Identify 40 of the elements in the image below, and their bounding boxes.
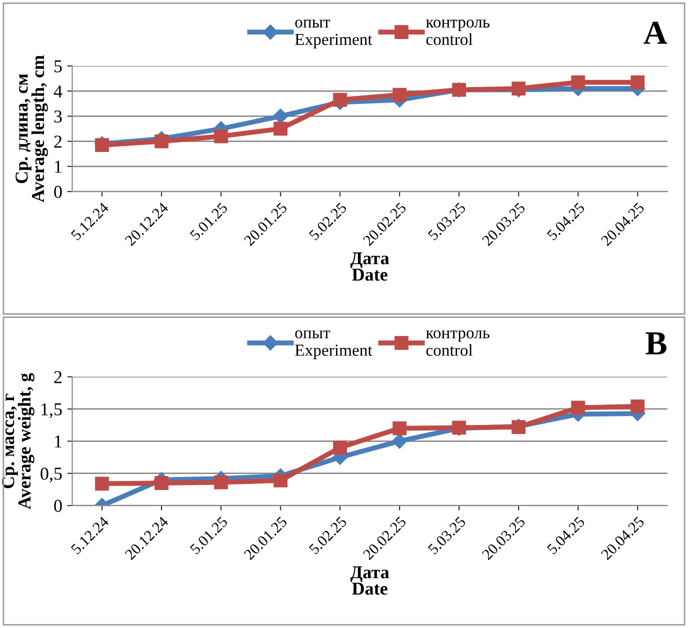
chart-title: A	[644, 22, 668, 44]
point	[214, 475, 228, 490]
point	[272, 108, 288, 124]
point	[95, 138, 109, 152]
y-tick-label: 1	[55, 436, 62, 448]
legend-label: контроль control	[426, 330, 490, 356]
point	[630, 75, 645, 90]
point	[154, 134, 168, 148]
y-tick-label: 2	[54, 136, 62, 148]
y-tick-label: 4	[54, 85, 62, 98]
y-tick-label: 0,5	[40, 468, 62, 482]
chart-title: B	[646, 332, 666, 354]
point	[392, 421, 406, 436]
point	[154, 476, 168, 490]
point	[630, 399, 645, 414]
legend-label: опыт Experiment	[295, 20, 372, 48]
point	[571, 75, 586, 90]
y-tick-label: 5	[54, 60, 62, 72]
y-axis-title: Ср. масса, г Average weight, g	[2, 373, 34, 510]
y-tick-label: 0	[54, 186, 62, 198]
point	[333, 440, 347, 455]
y-tick-label: 1,5	[42, 403, 62, 418]
point	[392, 434, 408, 449]
point	[512, 82, 526, 96]
point	[274, 122, 288, 136]
point	[392, 88, 406, 102]
legend-label: опыт Experiment	[295, 330, 372, 360]
y-axis-title: Ср. длина, см Average length, cm	[16, 55, 48, 202]
x-axis-title: Дата Date	[350, 252, 390, 281]
y-tick-label: 3	[54, 110, 62, 123]
point	[571, 400, 586, 415]
point	[214, 129, 228, 144]
x-axis-title: Дата Date	[350, 566, 390, 595]
legend-label: контроль control	[426, 20, 490, 46]
point	[333, 92, 347, 107]
y-tick-label: 2	[54, 371, 62, 384]
point	[274, 473, 288, 488]
y-tick-label: 1	[55, 160, 62, 173]
y-tick-label: 0	[54, 500, 62, 512]
point	[95, 476, 109, 491]
